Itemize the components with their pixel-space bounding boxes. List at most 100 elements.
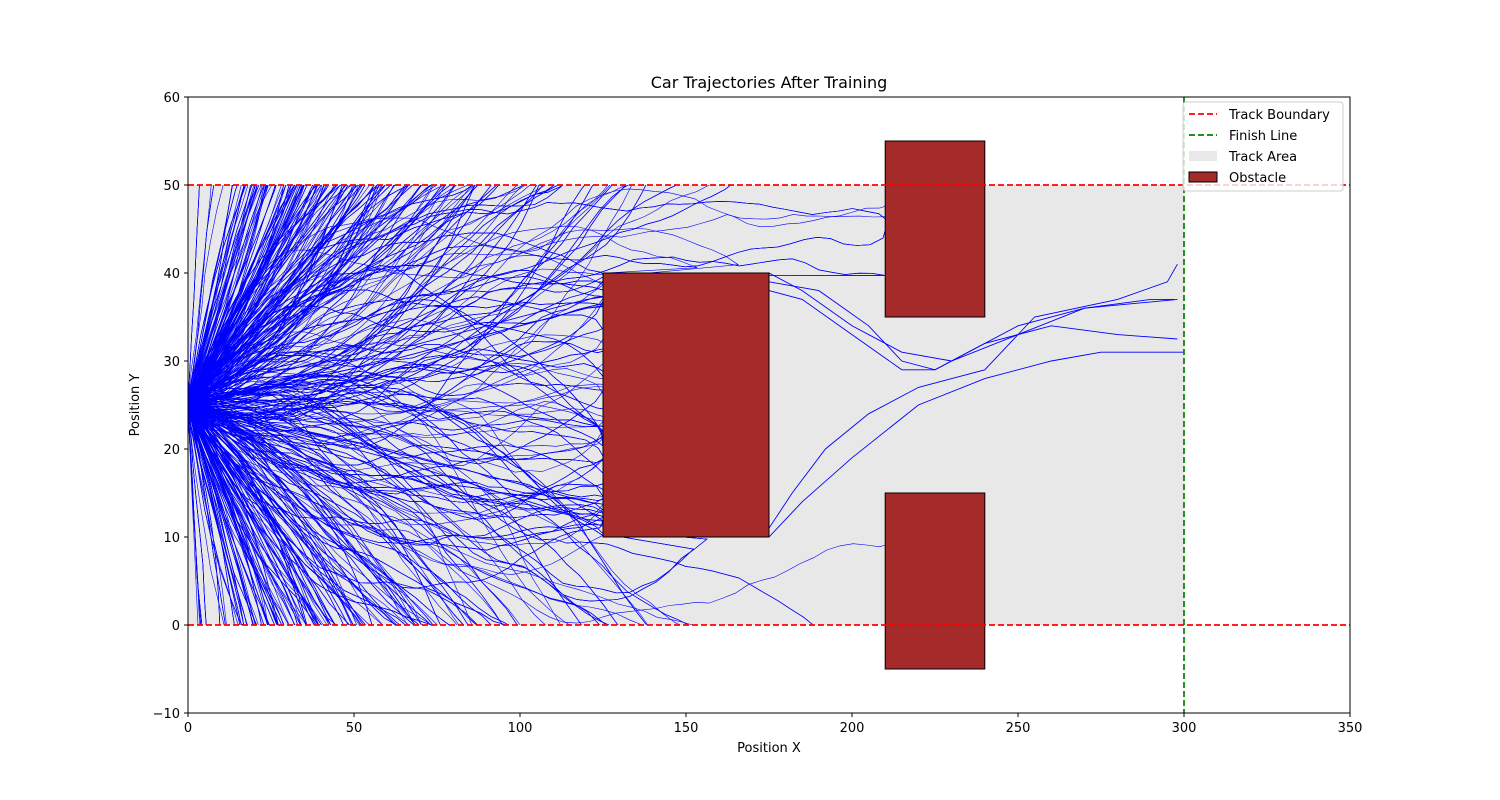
trajectory-line [188,184,258,402]
trajectory-line [188,184,386,403]
trajectory-line [188,388,604,536]
trajectory-line [188,374,689,626]
trajectory-line [188,397,604,517]
trajectory-line [188,184,265,406]
trajectory-line [188,393,647,626]
trajectory-line-5 [188,351,1184,538]
trajectory-line [188,391,695,594]
trajectory-line [188,184,246,399]
trajectory-line [188,378,604,417]
trajectory-line [188,348,604,420]
plot-frame [187,96,1351,714]
trajectory-line [188,398,604,511]
trajectory-line [188,184,446,403]
trajectory-line [188,406,604,551]
trajectory-line [188,232,604,407]
trajectory-line [188,184,315,402]
trajectory-line [188,184,338,410]
trajectory-line [188,184,540,418]
trajectory-line [188,184,468,407]
trajectory-line [188,184,473,408]
trajectory-line [188,406,434,626]
x-axis-label: Position X [737,741,801,756]
trajectory-line [188,412,285,626]
trajectory-line [188,184,422,398]
y-axis-label: Position Y [128,374,143,437]
trajectory-line [188,265,604,435]
x-tick-label: 50 [346,721,363,736]
trajectory-line-3 [188,272,1178,406]
trajectory-line [188,265,604,400]
trajectory-line [188,388,283,626]
x-tick-label: 150 [674,721,699,736]
trajectory-line [188,184,555,400]
trajectory-line [188,407,464,626]
trajectory-line [188,403,416,626]
trajectory-line [188,184,269,406]
trajectory-line [188,184,337,399]
obstacle-2 [884,140,986,318]
trajectory-line [188,255,604,412]
trajectory-line [188,184,238,402]
trajectory-line [188,405,604,589]
trajectory-line [188,184,395,409]
trajectory-line [188,414,414,626]
trajectory-line [188,184,200,404]
trajectory-line [188,184,260,404]
trajectory-line [188,184,451,411]
trajectory-line [188,184,410,413]
trajectory-line [188,256,885,419]
y-tick-label: 60 [163,91,180,106]
trajectory-line [188,404,604,439]
trajectory-line [188,405,400,626]
trajectory-line [188,184,586,404]
trajectory-line [188,379,681,626]
trajectory-line [188,417,604,501]
trajectory-line [188,303,604,407]
trajectory-line [188,184,245,402]
axes: 0 50 100 150 200 250 300 350 −10 0 10 20 30 40 50 60 [153,91,1363,736]
trajectory-line [188,403,604,515]
trajectory-line [188,404,353,626]
trajectory-line [188,403,604,526]
trajectory-line [188,184,359,396]
trajectory-line [188,270,604,404]
trajectory-line [188,408,332,626]
trajectory-line [188,184,633,417]
trajectory-line [188,408,357,626]
legend-label: Track Area [1228,150,1297,165]
trajectory-line [188,184,255,409]
trajectory-line [188,184,546,410]
trajectory-line [188,328,604,411]
plot-area [188,97,1350,713]
y-tick-label: 0 [172,619,180,634]
trajectory-line [188,184,479,399]
trajectory-line [188,399,317,626]
legend-item-finish-line: Finish Line [1189,129,1297,144]
trajectory-line [188,409,332,626]
trajectory-line [188,374,604,427]
trajectory-line [188,401,302,626]
trajectory-line [188,184,627,396]
trajectory-line [188,405,289,626]
trajectory-line [188,404,242,626]
trajectory-line [188,184,677,399]
trajectory-line [188,184,268,405]
trajectory-line [188,184,303,412]
trajectory-line [188,184,263,399]
trajectory-line [188,184,431,410]
y-tick-label: 40 [163,267,180,282]
trajectory-line [188,405,279,626]
trajectory-line [188,409,301,626]
x-tick-label: 100 [508,721,533,736]
y-tick-label: 10 [163,531,180,546]
trajectory-line [188,289,604,409]
trajectory-line [188,405,503,626]
y-tick-label: −10 [153,707,180,722]
trajectory-line [188,395,422,626]
y-tick-label: 50 [163,179,180,194]
trajectory-line [188,184,349,407]
x-tick-label: 0 [184,721,192,736]
trajectory-line [188,184,432,409]
